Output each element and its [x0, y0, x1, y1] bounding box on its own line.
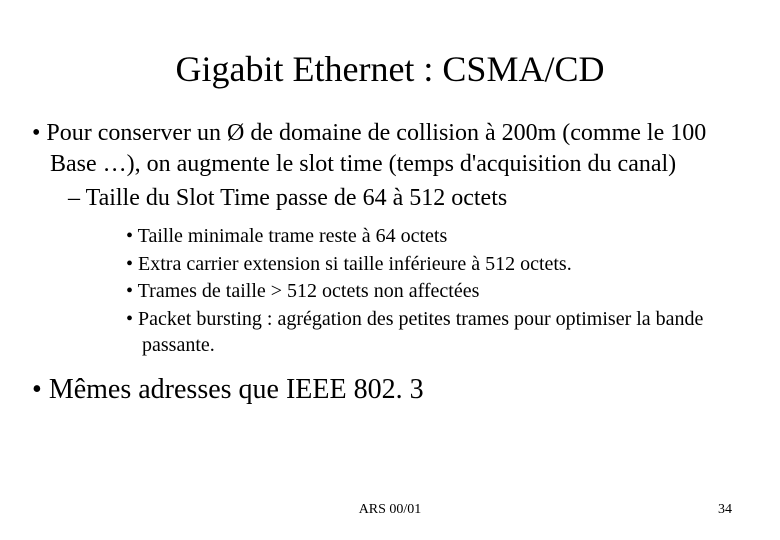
bullet-level3: Trames de taille > 512 octets non affect…: [124, 279, 744, 305]
slide-body: Pour conserver un Ø de domaine de collis…: [0, 118, 780, 408]
slide: Gigabit Ethernet : CSMA/CD Pour conserve…: [0, 0, 780, 540]
bullet-level1: Mêmes adresses que IEEE 802. 3: [28, 372, 744, 408]
bullet-level1: Pour conserver un Ø de domaine de collis…: [28, 118, 744, 179]
slide-title: Gigabit Ethernet : CSMA/CD: [0, 0, 780, 118]
footer-center: ARS 00/01: [0, 502, 780, 518]
bullet-level3-group: Taille minimale trame reste à 64 octets …: [28, 224, 744, 358]
bullet-level2: Taille du Slot Time passe de 64 à 512 oc…: [28, 183, 744, 214]
bullet-level3: Packet bursting : agrégation des petites…: [124, 307, 744, 358]
bullet-level3: Taille minimale trame reste à 64 octets: [124, 224, 744, 250]
page-number: 34: [718, 502, 732, 518]
bullet-level3: Extra carrier extension si taille inféri…: [124, 252, 744, 278]
